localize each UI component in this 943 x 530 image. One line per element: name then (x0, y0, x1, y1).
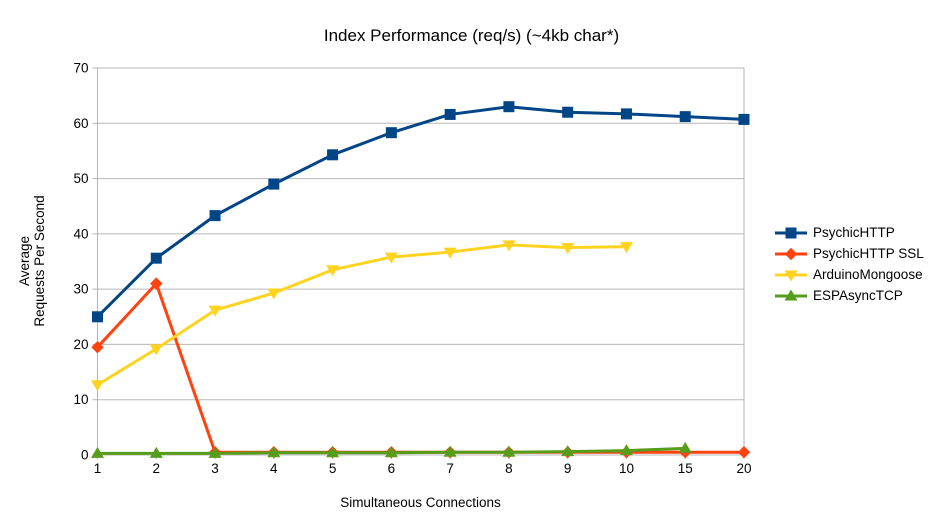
series-marker (503, 101, 515, 113)
y-tick-label: 60 (73, 116, 88, 131)
legend-swatch-diamond-icon (775, 247, 807, 260)
series-marker (208, 446, 222, 458)
x-tick-label: 4 (270, 461, 278, 476)
y-tick-label: 20 (73, 337, 88, 352)
series-marker (209, 210, 221, 222)
x-tick-label: 9 (564, 461, 572, 476)
legend-marker (784, 289, 798, 300)
series-marker (208, 305, 222, 317)
series-marker (444, 108, 456, 120)
legend-label: PsychicHTTP (813, 225, 895, 240)
legend-label: ArduinoMongoose (813, 267, 923, 282)
series-marker (150, 252, 162, 264)
y-tick-label: 50 (73, 171, 88, 186)
series-marker (149, 344, 163, 356)
series-marker (384, 252, 398, 264)
legend-swatch-square-icon (775, 227, 807, 238)
series-marker (267, 288, 281, 300)
y-tick-label: 0 (81, 448, 89, 463)
series-marker (737, 446, 751, 459)
legend-swatch-triangle-up-icon (775, 289, 807, 300)
series-marker (92, 311, 103, 323)
series-marker (562, 106, 574, 118)
series-marker (91, 340, 104, 354)
series-marker (620, 108, 632, 120)
series-marker (619, 444, 633, 456)
x-tick-label: 5 (329, 461, 337, 476)
series-line (96, 243, 627, 387)
x-axis-title: Simultaneous Connections (340, 495, 501, 510)
legend: PsychicHTTP PsychicHTTP SSL ArduinoMongoos… (775, 222, 924, 306)
legend-label: ESPAsyncTCP (813, 288, 903, 303)
series-marker (502, 240, 516, 252)
legend-marker (785, 227, 797, 238)
series-marker (738, 113, 750, 125)
chart-title: Index Performance (req/s) (~4kb char*) (323, 26, 620, 45)
series-marker (385, 127, 397, 139)
legend-item: ArduinoMongoose (775, 264, 924, 285)
series-marker (149, 446, 163, 458)
series-marker (443, 445, 457, 457)
y-tick-label: 70 (73, 61, 88, 76)
x-tick-label: 1 (94, 461, 102, 476)
series-marker (619, 242, 633, 254)
series-marker (268, 178, 280, 190)
series-marker (561, 243, 575, 255)
series-marker (679, 111, 691, 123)
x-tick-label: 6 (388, 461, 396, 476)
series-marker (267, 446, 281, 458)
x-tick-label: 3 (211, 461, 219, 476)
series-marker (502, 445, 516, 457)
y-tick-label: 30 (73, 282, 88, 297)
series-marker (384, 446, 398, 458)
series-marker (91, 446, 104, 458)
x-tick-label: 7 (446, 461, 454, 476)
legend-label: PsychicHTTP SSL (813, 246, 924, 261)
series-marker (150, 277, 163, 290)
y-tick-label: 10 (73, 392, 88, 407)
series-line (96, 282, 744, 454)
y-tick-label: 40 (73, 226, 88, 241)
legend-marker (784, 247, 798, 260)
legend-item: ESPAsyncTCP (775, 285, 924, 306)
series-line (96, 105, 745, 318)
legend-swatch-triangle-down-icon (775, 270, 807, 281)
legend-item: PsychicHTTP (775, 222, 924, 243)
series-marker (443, 247, 457, 259)
x-tick-label: 2 (153, 461, 161, 476)
x-tick-label: 10 (619, 461, 634, 476)
series-marker (326, 265, 340, 277)
series-marker (561, 445, 575, 457)
legend-item: PsychicHTTP SSL (775, 243, 924, 264)
x-tick-label: 8 (505, 461, 513, 476)
x-tick-label: 20 (736, 461, 751, 476)
x-tick-label: 15 (678, 461, 693, 476)
legend-marker (784, 270, 798, 281)
series-marker (327, 149, 339, 161)
series-marker (91, 380, 104, 392)
series-marker (326, 446, 340, 458)
series-marker (678, 441, 692, 453)
